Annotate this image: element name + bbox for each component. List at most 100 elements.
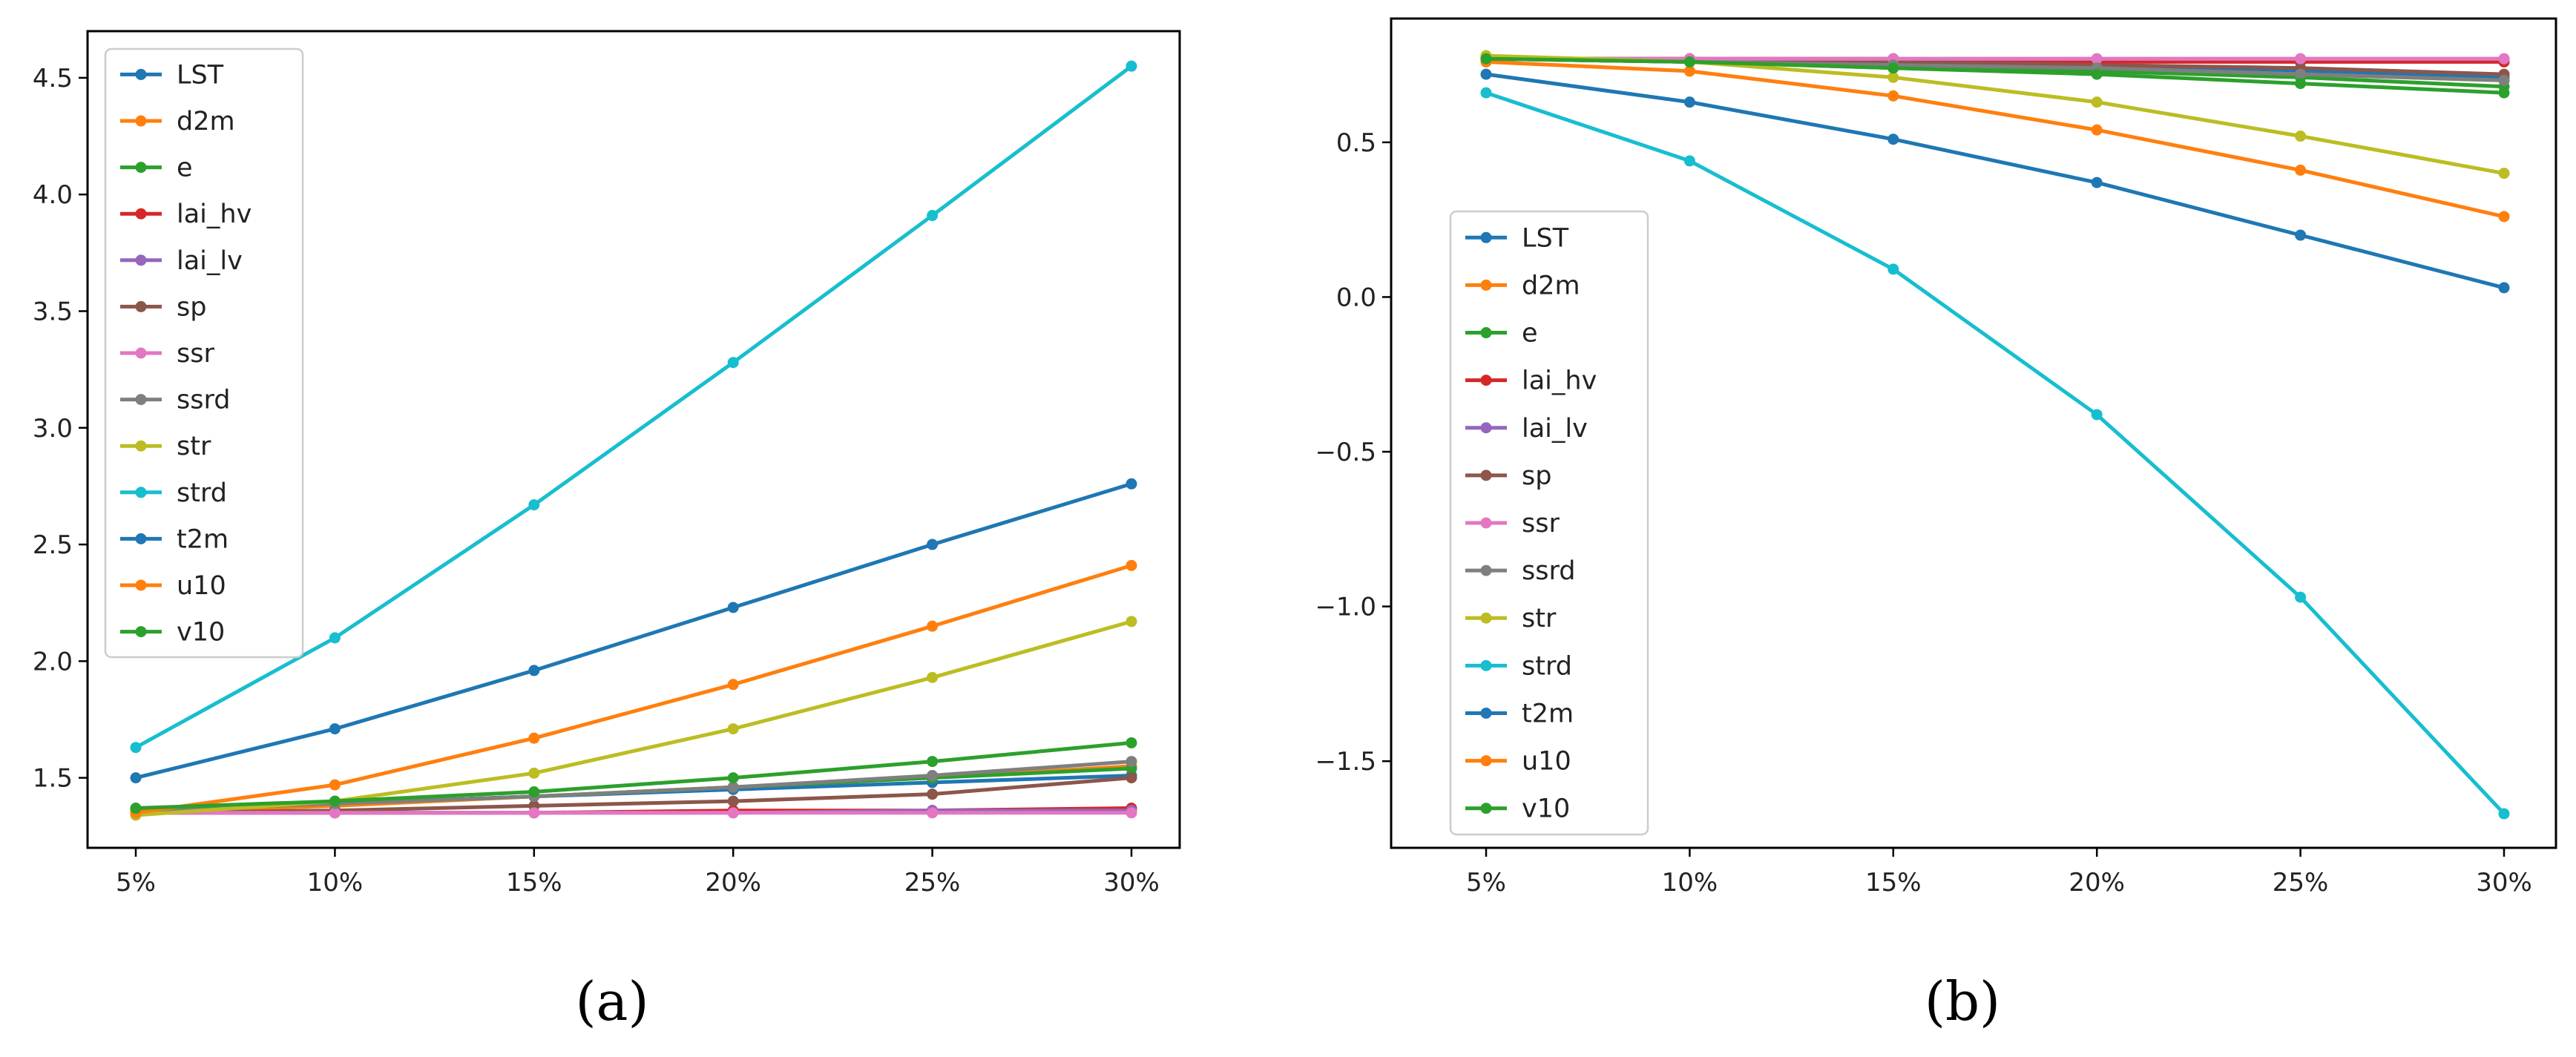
x-tick-label: 20% [2069, 868, 2125, 898]
legend-item: e [120, 154, 193, 183]
legend-label: d2m [177, 107, 235, 136]
series-line [134, 740, 1134, 810]
legend-swatch-marker [1480, 375, 1492, 386]
legend-label: u10 [1522, 747, 1571, 777]
data-point [1887, 263, 1899, 275]
legend-item: strd [1465, 651, 1572, 681]
legend-swatch-marker [1480, 564, 1492, 576]
legend-item: ssr [120, 339, 214, 369]
data-point [1887, 71, 1899, 83]
data-point [1126, 616, 1137, 628]
legend-swatch-marker [135, 487, 147, 498]
legend-swatch-marker [135, 347, 147, 359]
y-tick-label: 4.0 [33, 180, 73, 210]
data-point [1126, 737, 1137, 748]
y-tick-label: 3.5 [33, 297, 73, 326]
series-line [1484, 56, 2506, 95]
data-point [927, 539, 939, 550]
legend-item: ssrd [120, 386, 230, 415]
x-tick-label: 20% [705, 868, 761, 898]
legend-label: LST [177, 60, 224, 90]
x-tick-label: 30% [2476, 868, 2532, 898]
data-point [1683, 155, 1695, 167]
legend-item: sp [120, 292, 206, 322]
x-tick-label: 25% [904, 868, 961, 898]
data-point [1683, 96, 1695, 108]
legend-item: u10 [1465, 747, 1571, 777]
legend-item: ssr [1465, 509, 1560, 539]
data-point [2498, 74, 2510, 86]
data-point [1126, 756, 1137, 768]
x-tick-label: 15% [1865, 868, 1922, 898]
x-tick-label: 15% [506, 868, 562, 898]
data-point [927, 769, 939, 781]
legend-swatch-marker [1480, 327, 1492, 339]
legend-label: e [177, 154, 193, 183]
legend-swatch-marker [1480, 612, 1492, 624]
legend-swatch-marker [1480, 517, 1492, 529]
chart-panel-a: 1.5 2.0 2.5 3.0 3.5 4.0 4.5 5% 10% 15% 20% 25% 30% LS… [33, 30, 1181, 898]
legend-label: sp [177, 292, 206, 322]
y-tick-label: 2.0 [33, 647, 73, 676]
legend-item: d2m [120, 107, 235, 136]
legend-label: lai_hv [1522, 366, 1597, 396]
y-tick-label: 0.5 [1336, 128, 1376, 158]
legend-swatch-marker [135, 300, 147, 312]
x-tick-label: 30% [1103, 868, 1160, 898]
legend-label: v10 [177, 618, 225, 648]
data-point [2091, 409, 2103, 421]
legend-label: u10 [177, 571, 226, 601]
x-tick-label: 10% [307, 868, 364, 898]
legend-swatch-marker [135, 254, 147, 266]
data-point [528, 665, 540, 676]
data-point [2498, 168, 2510, 180]
y-tick-label: 1.5 [33, 764, 73, 794]
legend-item: v10 [120, 618, 225, 648]
data-point [2295, 164, 2307, 176]
legend-swatch-marker [1480, 659, 1492, 671]
legend-item: strd [120, 478, 227, 508]
data-point [2295, 591, 2307, 603]
data-point [727, 781, 739, 793]
data-point [130, 803, 142, 814]
legend-swatch-marker [1480, 422, 1492, 434]
data-point [1126, 559, 1137, 571]
panel-label-a: (a) [575, 970, 648, 1033]
series-line [134, 563, 1134, 815]
legend-swatch-marker [135, 579, 147, 591]
legend-label: v10 [1522, 794, 1570, 824]
legend-label: ssrd [1522, 556, 1575, 586]
data-point [1126, 807, 1137, 819]
data-point [927, 807, 939, 819]
data-point [1480, 68, 1492, 80]
data-point [727, 772, 739, 784]
legend-swatch-marker [1480, 803, 1492, 814]
data-point [1480, 53, 1492, 65]
legend-swatch-marker [1480, 755, 1492, 767]
data-point [2295, 78, 2307, 90]
data-point [2295, 229, 2307, 241]
legend-item: str [1465, 604, 1557, 633]
legend-swatch-marker [135, 115, 147, 127]
data-point [2295, 68, 2307, 80]
series-line [134, 64, 1134, 750]
data-point [2295, 53, 2307, 65]
legend-item: sp [1465, 461, 1551, 491]
legend-swatch-marker [1480, 279, 1492, 291]
data-point [2091, 53, 2103, 65]
data-point [1126, 772, 1137, 784]
legend-label: lai_hv [177, 200, 252, 229]
legend-label: lai_lv [1522, 414, 1588, 444]
chart-panel-b: −1.5 −1.0 −0.5 0.0 0.5 5% 10% 15% 20% 25% 30% LST d2… [1315, 17, 2557, 898]
axes-frame [86, 30, 1181, 849]
legend-item: u10 [120, 571, 226, 601]
data-point [2091, 124, 2103, 136]
data-point [130, 742, 142, 754]
data-point [1887, 62, 1899, 74]
x-tick-label: 5% [1466, 868, 1506, 898]
data-point [528, 786, 540, 798]
legend-label: str [1522, 604, 1557, 633]
series-line [1484, 90, 2506, 816]
